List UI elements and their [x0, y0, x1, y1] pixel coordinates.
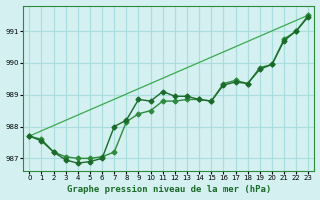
X-axis label: Graphe pression niveau de la mer (hPa): Graphe pression niveau de la mer (hPa)	[67, 185, 271, 194]
